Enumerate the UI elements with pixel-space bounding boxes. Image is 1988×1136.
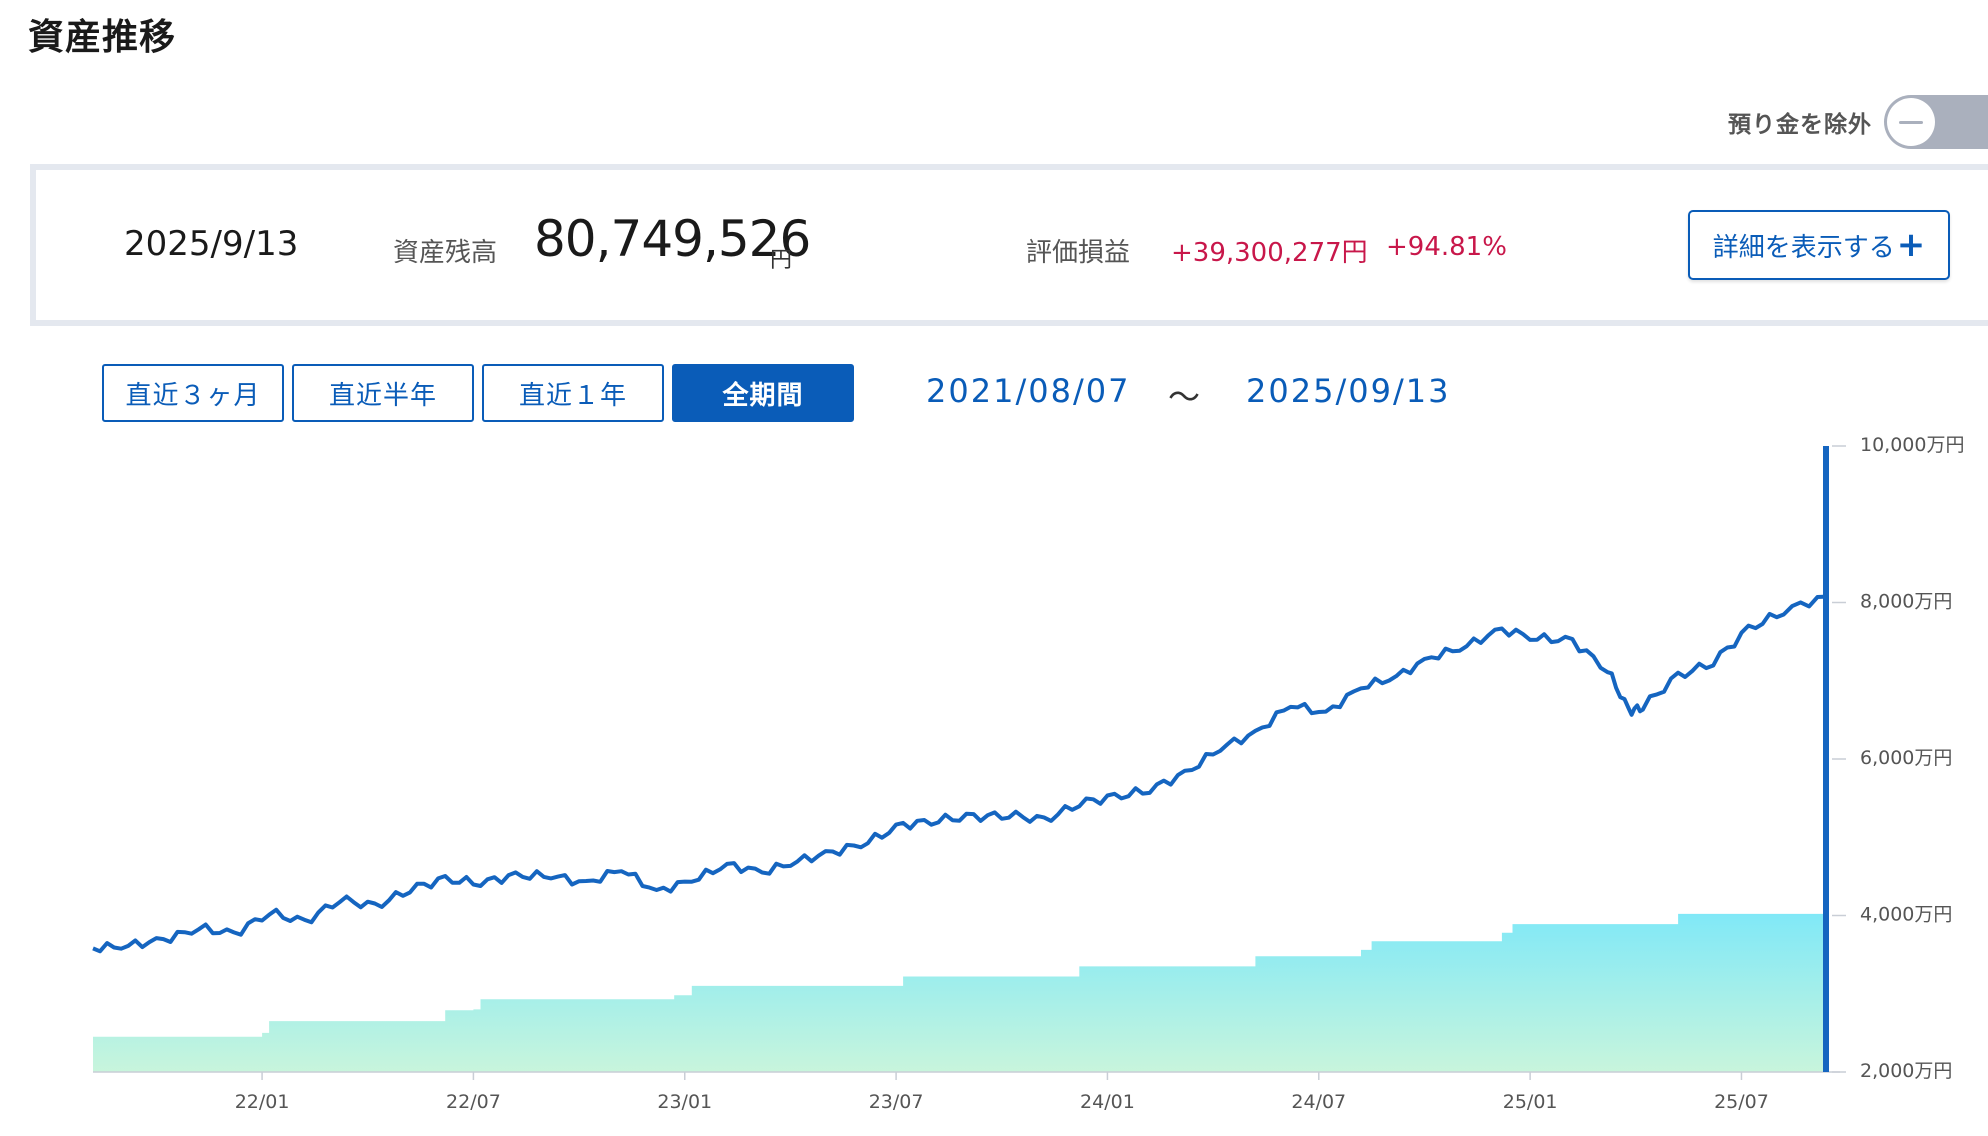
profit-loss-rate: +94.81%: [1386, 232, 1507, 262]
period-tabs: 直近３ヶ月 直近半年 直近１年 全期間: [102, 364, 854, 422]
x-tick-label: 24/07: [1291, 1091, 1346, 1113]
y-tick-label: 2,000万円: [1860, 1060, 1952, 1082]
show-details-button[interactable]: 詳細を表示する +: [1688, 210, 1950, 280]
total-asset-line: [92, 594, 1827, 954]
exclude-deposits-toggle[interactable]: [1884, 95, 1988, 149]
x-tick-label: 23/07: [869, 1091, 924, 1113]
deposit-area: [93, 909, 1826, 1072]
x-tick-label: 22/01: [235, 1091, 290, 1113]
asset-history-chart[interactable]: 22/01 22/07 23/01 23/07 24/01 24/07 25/01 25/07…: [0, 430, 1988, 1130]
balance-value: 80,749,526: [534, 210, 811, 268]
summary-date: 2025/9/13: [124, 224, 299, 264]
exclude-deposits-toggle-wrap: 預り金を除外: [1728, 94, 1988, 150]
x-tick-label: 25/07: [1714, 1091, 1769, 1113]
page-title: 資産推移: [28, 17, 177, 58]
summary-panel: 2025/9/13 資産残高 80,749,526 円 評価損益 +39,300…: [30, 164, 1988, 326]
toggle-knob[interactable]: [1887, 98, 1935, 146]
range-start-date: 2021/08/07: [926, 372, 1131, 410]
x-tick-label: 23/01: [657, 1091, 712, 1113]
minus-icon: [1899, 120, 1923, 124]
balance-label: 資産残高: [393, 238, 498, 268]
show-details-label: 詳細を表示する: [1712, 232, 1895, 263]
profit-loss-label: 評価損益: [1026, 238, 1131, 268]
x-tick-label: 22/07: [446, 1091, 501, 1113]
y-tick-label: 6,000万円: [1860, 747, 1952, 769]
tab-last-half-year[interactable]: 直近半年: [292, 364, 474, 422]
x-tick-label: 25/01: [1503, 1091, 1558, 1113]
range-end-date: 2025/09/13: [1246, 372, 1451, 410]
exclude-deposits-label: 預り金を除外: [1728, 112, 1872, 138]
tab-all-period[interactable]: 全期間: [672, 364, 854, 422]
y-tick-label: 8,000万円: [1860, 591, 1952, 613]
balance-unit: 円: [770, 248, 793, 273]
x-tick-label: 24/01: [1080, 1091, 1135, 1113]
y-tick-label: 10,000万円: [1860, 434, 1964, 456]
y-tick-label: 4,000万円: [1860, 904, 1952, 926]
profit-loss-value: +39,300,277円: [1171, 238, 1368, 268]
range-separator: ～: [1168, 378, 1203, 416]
tab-last-1-year[interactable]: 直近１年: [482, 364, 664, 422]
tab-last-3-months[interactable]: 直近３ヶ月: [102, 364, 284, 422]
plus-icon: +: [1896, 225, 1926, 265]
